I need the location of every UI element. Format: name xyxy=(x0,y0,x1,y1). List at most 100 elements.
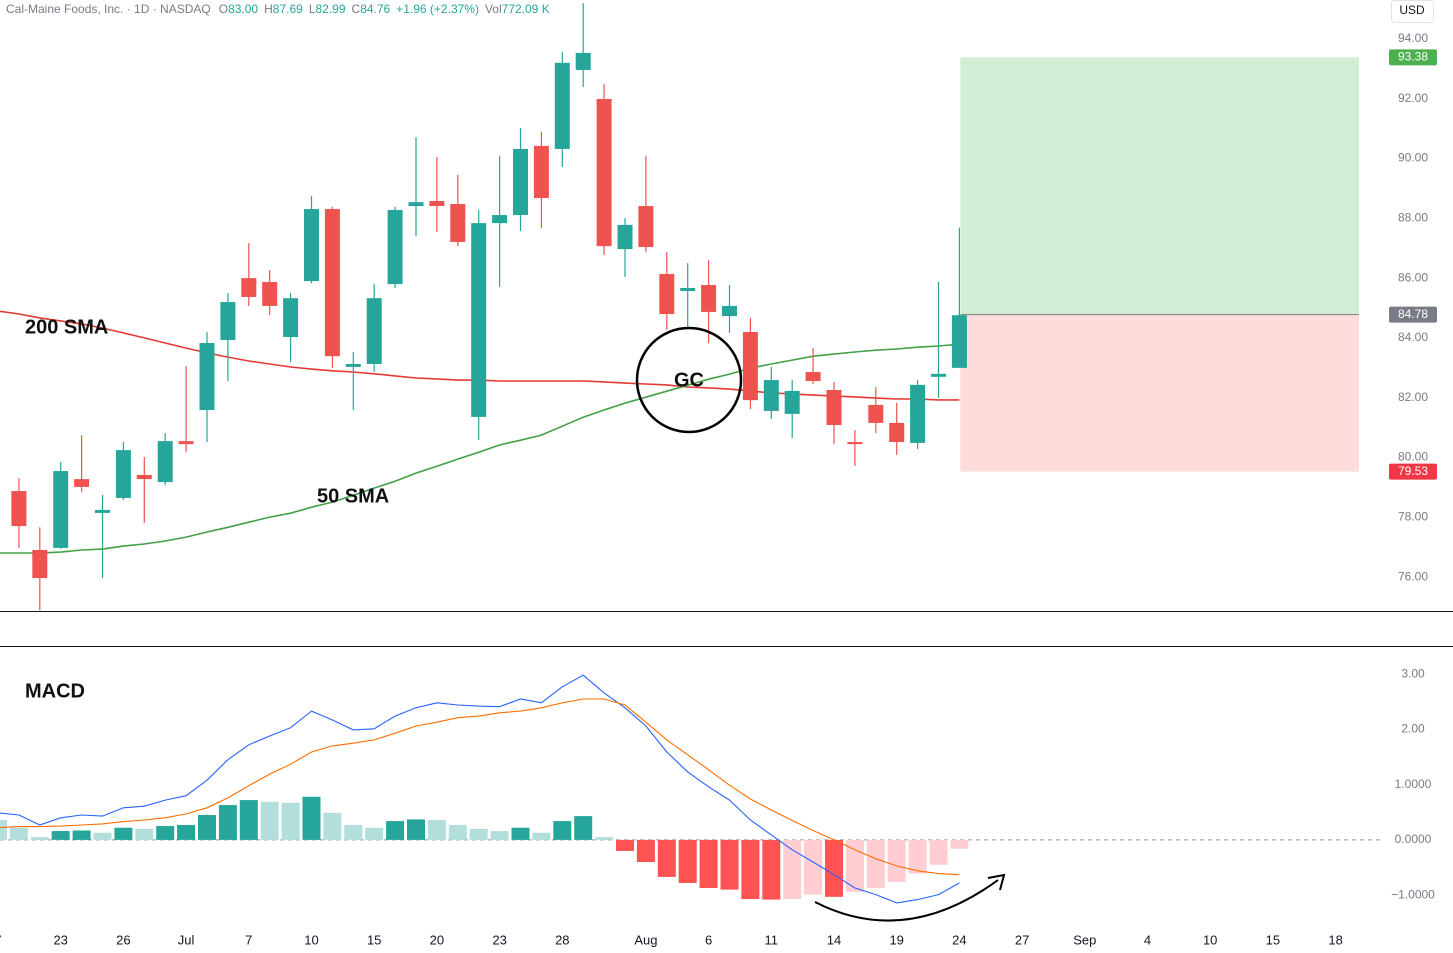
x-tick-label: 24 xyxy=(952,932,966,947)
curved-arrow xyxy=(814,879,999,922)
x-tick-label: Aug xyxy=(634,932,657,947)
candle-body xyxy=(345,363,361,367)
x-tick-label: 15 xyxy=(367,932,381,947)
candle-body xyxy=(784,390,800,414)
histogram-bar xyxy=(114,827,133,840)
candle-body xyxy=(659,273,675,315)
x-tick-label: 23 xyxy=(492,932,506,947)
x-tick-label: 27 xyxy=(1015,932,1029,947)
candle-body xyxy=(722,305,737,317)
candle-body xyxy=(701,285,717,312)
field-value: 83.00 xyxy=(228,2,258,16)
y-tick-label: 90.00 xyxy=(1398,151,1428,165)
histogram-bar xyxy=(490,831,509,840)
profit-zone xyxy=(960,57,1359,315)
histogram-bar xyxy=(825,839,843,897)
histogram-bar xyxy=(198,815,216,840)
candle-body xyxy=(533,145,549,198)
y-tick-label: 1.0000 xyxy=(1395,777,1432,791)
histogram-bar xyxy=(260,801,279,840)
volume-key: Vol xyxy=(485,2,502,16)
histogram-bar xyxy=(93,832,112,840)
loss-zone xyxy=(960,314,1359,472)
histogram-bar xyxy=(135,828,154,840)
candle-body xyxy=(868,404,884,423)
price-tag xyxy=(1389,49,1437,66)
histogram-bar xyxy=(783,839,802,900)
candle-body xyxy=(575,52,591,70)
histogram-bar xyxy=(365,827,384,840)
candle-body xyxy=(554,62,570,149)
panel-title: MACD xyxy=(25,680,85,702)
candle-body xyxy=(638,206,654,248)
candle-body xyxy=(429,200,445,207)
annotation-layer: 94.00 92.00 90.00 88.00 86.00 84.00 82.00 80.00… xyxy=(0,31,1437,947)
candle-body xyxy=(910,384,926,443)
candle-body xyxy=(763,380,779,411)
histogram-bar xyxy=(866,839,885,888)
field-value: 84.76 xyxy=(360,2,390,16)
y-tick-label: 92.00 xyxy=(1398,91,1428,105)
candle-body xyxy=(115,450,131,498)
x-tick-label: Jul xyxy=(178,932,195,947)
field-key: C xyxy=(352,2,361,16)
field-value: 82.99 xyxy=(316,2,346,16)
x-tick-label: 7 xyxy=(0,932,2,947)
candle-body xyxy=(262,282,278,306)
histogram-bar xyxy=(678,839,697,883)
histogram-bar xyxy=(511,827,530,840)
candle-body xyxy=(847,442,863,445)
sma-line xyxy=(0,343,960,554)
currency[interactable]: USD xyxy=(1399,3,1425,17)
candle-body xyxy=(596,98,612,247)
y-tick-label: 82.00 xyxy=(1398,390,1428,404)
y-tick-label: −1.0000 xyxy=(1391,887,1435,901)
histogram-bar xyxy=(281,802,300,840)
x-tick-label: 26 xyxy=(116,932,130,947)
sma-label: 200 SMA xyxy=(25,316,108,338)
histogram-bar xyxy=(9,827,28,840)
candle-body xyxy=(387,209,403,285)
annotation: GC xyxy=(674,369,704,391)
candle-body xyxy=(408,202,424,207)
candle-body xyxy=(53,471,69,548)
candle-body xyxy=(11,491,27,527)
volume: 772.09 K xyxy=(502,2,550,16)
histogram-bar xyxy=(469,828,488,840)
candle-body xyxy=(826,389,842,425)
y-tick-label: 78.00 xyxy=(1398,510,1428,524)
histogram-bar xyxy=(887,839,906,882)
histogram-bar xyxy=(595,837,614,840)
histogram-bar xyxy=(51,831,70,840)
x-tick-label: 14 xyxy=(827,932,841,947)
candle-body xyxy=(492,215,508,224)
price-tag-label: 79.53 xyxy=(1398,464,1428,478)
x-tick-label: 15 xyxy=(1266,932,1280,947)
histogram-bar xyxy=(908,839,927,874)
histogram-bar xyxy=(636,839,655,862)
candle-body xyxy=(199,343,215,411)
histogram-bar xyxy=(448,824,467,840)
macd-line xyxy=(0,674,960,904)
histogram-bar xyxy=(657,839,676,877)
x-tick-label: 10 xyxy=(304,932,318,947)
histogram-bar xyxy=(156,826,175,840)
x-tick-label: Sep xyxy=(1073,932,1096,947)
currency-box[interactable] xyxy=(1391,0,1434,23)
histogram-bar xyxy=(344,824,363,840)
histogram-bar xyxy=(532,832,551,840)
y-tick-label: 76.00 xyxy=(1398,569,1428,583)
histogram-bar xyxy=(427,819,446,840)
candle-body xyxy=(95,509,110,513)
candle-body xyxy=(74,479,90,487)
candle-body xyxy=(241,278,257,297)
chart-header: Cal-Maine Foods, Inc. · 1D · NASDAQ O83.0… xyxy=(6,2,550,16)
candle-body xyxy=(805,372,821,382)
histogram-bar xyxy=(616,839,634,851)
candle-body xyxy=(617,224,633,250)
histogram-bar xyxy=(950,839,969,849)
field-key: L xyxy=(309,2,316,16)
x-tick-label: 10 xyxy=(1203,932,1217,947)
x-tick-label: 11 xyxy=(765,932,779,947)
histogram-bar xyxy=(0,819,7,840)
